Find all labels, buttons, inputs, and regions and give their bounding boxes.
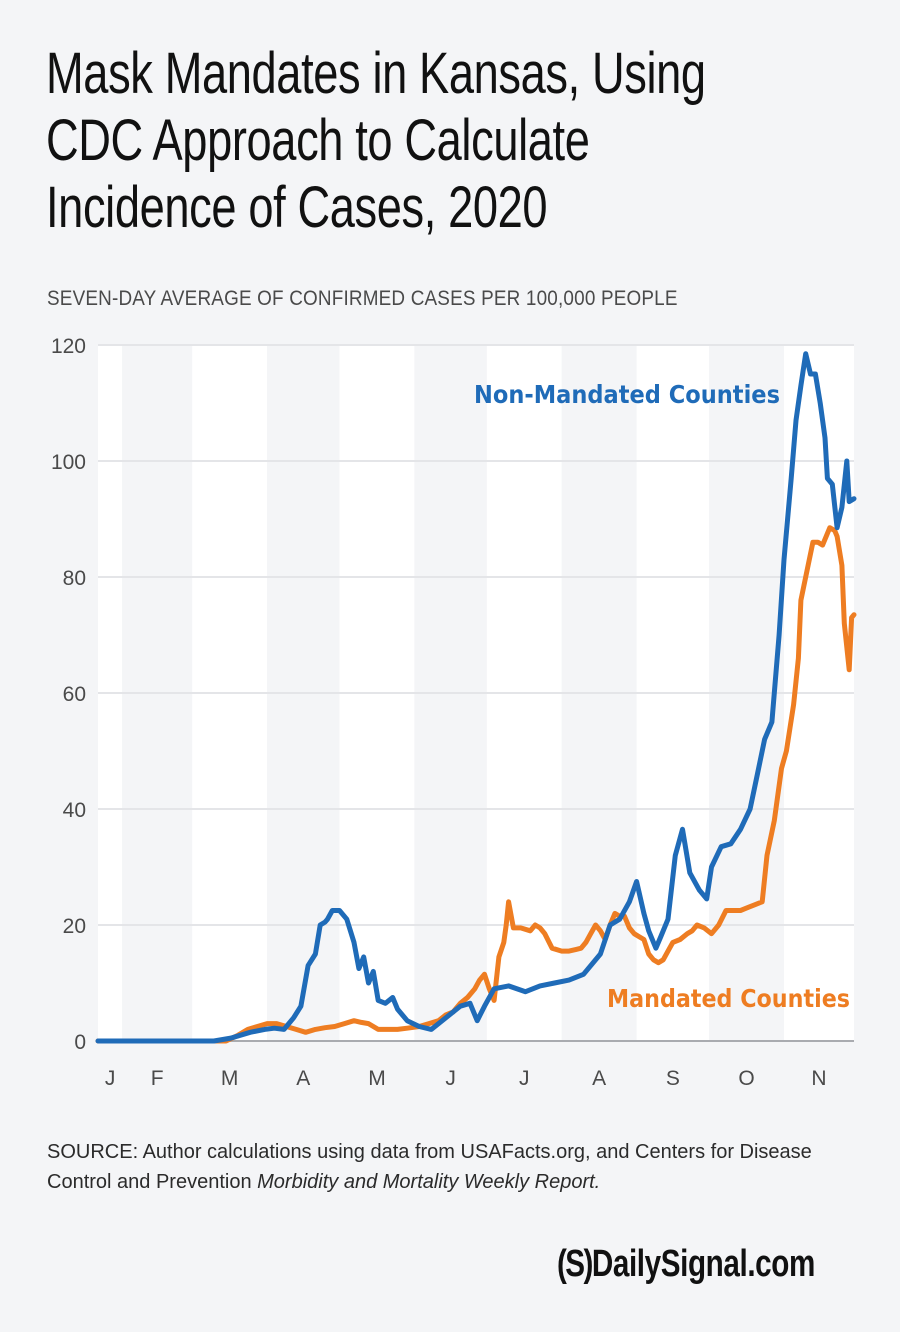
mandated-line (95, 525, 857, 1044)
y-tick-label: 20 (63, 915, 86, 938)
chart-title: Mask Mandates in Kansas, Using CDC Appro… (46, 40, 865, 241)
y-tick-labels: 0 20 40 60 80 100 120 (51, 335, 86, 1054)
y-tick-label: 0 (74, 1031, 86, 1054)
non-mandated-line (95, 351, 857, 1044)
y-tick-label: 60 (63, 683, 86, 706)
x-tick-label: M (221, 1067, 239, 1090)
x-tick-label: J (105, 1067, 116, 1090)
y-tick-label: 100 (51, 451, 86, 474)
source-note: SOURCE: Author calculations using data f… (47, 1137, 867, 1197)
x-tick-label: J (445, 1067, 456, 1090)
mandated-label: Mandated Counties (607, 984, 850, 1013)
source-publication: Morbidity and Mortality Weekly Report. (257, 1171, 601, 1193)
x-tick-label: J (519, 1067, 530, 1090)
logo-text: DailySignal.com (591, 1243, 816, 1285)
line-chart: 0 20 40 60 80 100 120 J F M A M J J A S O N Non-Mandated… (51, 335, 857, 1090)
series-labels: Non-Mandated Counties Mandated Counties (474, 380, 850, 1013)
series-lines (95, 351, 857, 1044)
x-tick-label: N (811, 1067, 826, 1090)
title-line-2: CDC Approach to Calculate (46, 108, 590, 173)
title-line-3: Incidence of Cases, 2020 (46, 175, 548, 240)
non-mandated-label: Non-Mandated Counties (474, 380, 780, 409)
x-tick-label: S (666, 1067, 680, 1090)
x-tick-label: O (738, 1067, 754, 1090)
y-axis-subtitle: SEVEN-DAY AVERAGE OF CONFIRMED CASES PER… (47, 287, 678, 310)
source-text: SOURCE: Author calculations using data f… (47, 1141, 812, 1193)
y-tick-label: 40 (63, 799, 86, 822)
y-tick-label: 80 (63, 567, 86, 590)
x-tick-label: F (151, 1067, 164, 1090)
daily-signal-logo: (S)DailySignal.com (557, 1243, 815, 1286)
title-line-1: Mask Mandates in Kansas, Using (46, 41, 706, 106)
y-tick-label: 120 (51, 335, 86, 358)
logo-mark-icon: (S) (557, 1243, 593, 1285)
x-tick-label: A (592, 1067, 606, 1090)
x-tick-label: M (368, 1067, 386, 1090)
x-tick-label: A (296, 1067, 310, 1090)
